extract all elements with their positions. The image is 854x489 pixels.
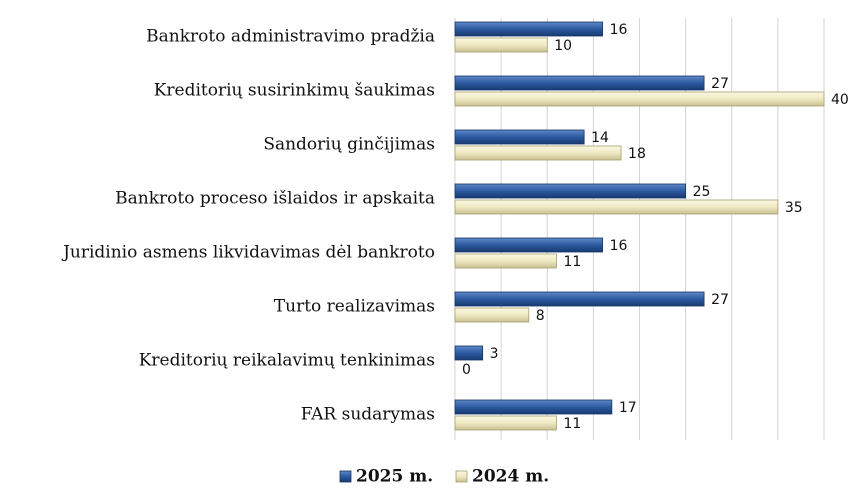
category-label: Bankroto proceso išlaidos ir apskaita: [115, 189, 435, 209]
value-label: 8: [536, 308, 545, 324]
bar: [454, 37, 548, 53]
bar: [454, 75, 705, 91]
bar: [454, 91, 825, 107]
value-label: 27: [711, 292, 729, 308]
bar: [454, 21, 604, 37]
value-label: 10: [554, 38, 572, 54]
bar: [454, 129, 585, 145]
value-label: 11: [563, 416, 581, 432]
value-label: 16: [610, 22, 628, 38]
category-label: FAR sudarymas: [301, 405, 435, 425]
bar: [454, 145, 622, 161]
value-label: 35: [785, 200, 803, 216]
value-label: 17: [619, 400, 637, 416]
value-label: 16: [610, 238, 628, 254]
category-label: Kreditorių reikalavimų tenkinimas: [139, 351, 435, 371]
value-label: 25: [693, 184, 711, 200]
bar: [454, 183, 687, 199]
value-label: 0: [462, 362, 471, 378]
bar: [454, 399, 613, 415]
bar: [454, 253, 557, 269]
legend-label: 2024 m.: [472, 467, 549, 487]
bar: [454, 199, 779, 215]
bar: [454, 307, 530, 323]
bar: [454, 415, 557, 431]
category-label: Turto realizavimas: [274, 297, 435, 317]
bar: [454, 291, 705, 307]
value-label: 27: [711, 76, 729, 92]
category-label: Sandorių ginčijimas: [263, 135, 435, 155]
bar: [454, 237, 604, 253]
legend-label: 2025 m.: [356, 467, 433, 487]
category-label: Juridinio asmens likvidavimas dėl bankro…: [61, 243, 435, 263]
value-label: 40: [831, 92, 849, 108]
bar: [454, 345, 484, 361]
legend-marker: [339, 470, 352, 483]
legend-marker: [455, 470, 468, 483]
value-label: 3: [490, 346, 499, 362]
value-label: 14: [591, 130, 609, 146]
value-label: 11: [563, 254, 581, 270]
category-label: Bankroto administravimo pradžia: [146, 27, 435, 47]
value-label: 18: [628, 146, 646, 162]
category-label: Kreditorių susirinkimų šaukimas: [154, 81, 435, 101]
